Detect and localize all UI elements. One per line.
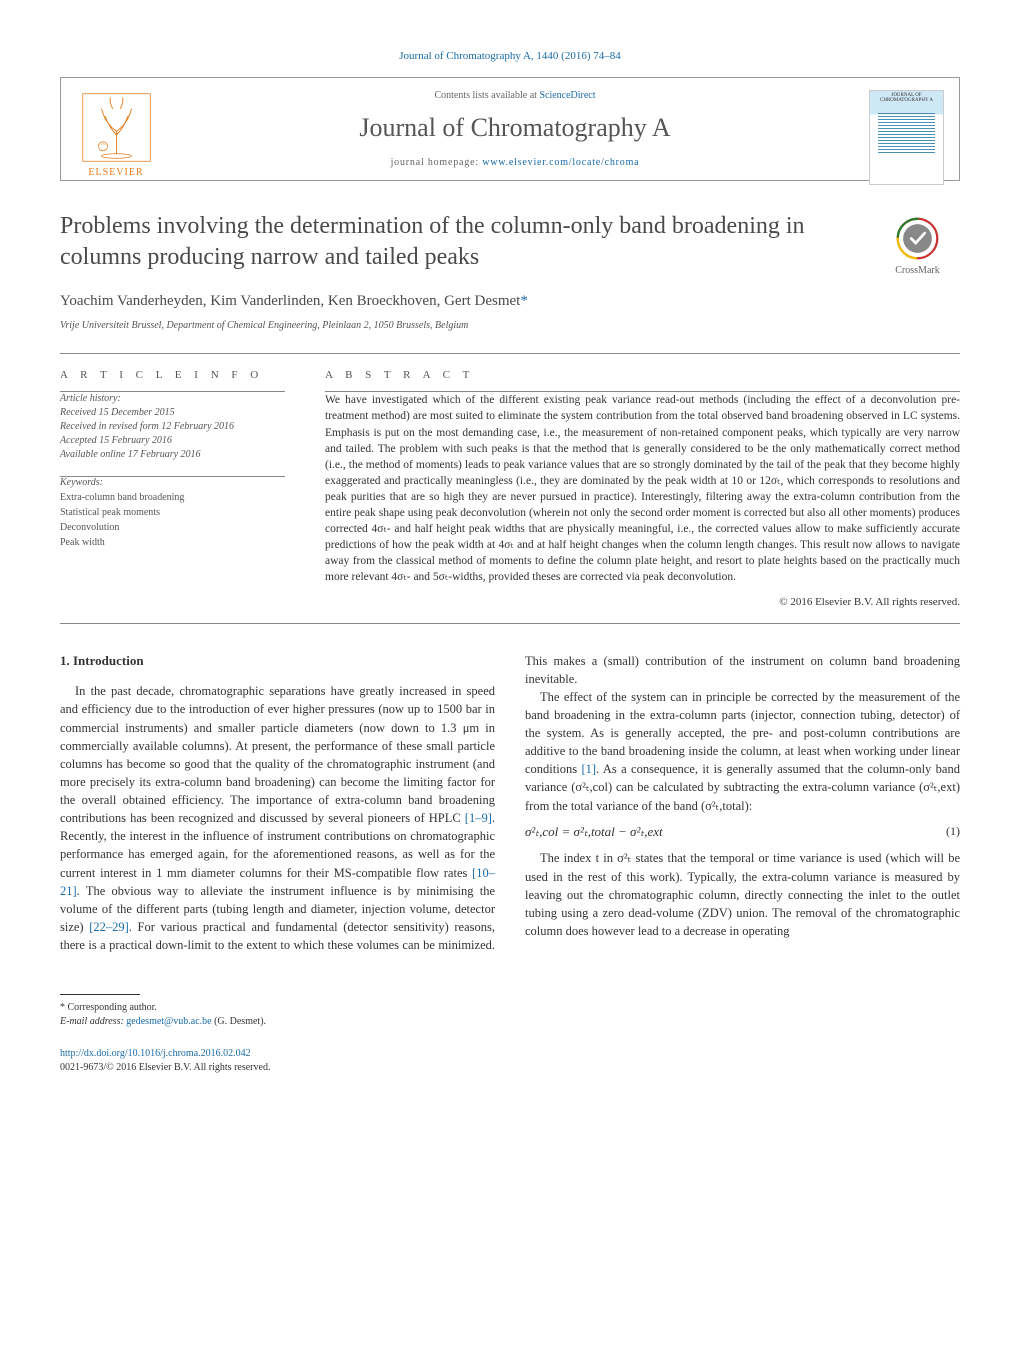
journal-reference: Journal of Chromatography A, 1440 (2016)… (60, 50, 960, 62)
page-container: Journal of Chromatography A, 1440 (2016)… (0, 0, 1020, 1125)
history-head: Article history: (60, 392, 285, 406)
abstract-column: a b s t r a c t We have investigated whi… (325, 369, 960, 607)
contents-prefix: Contents lists available at (434, 90, 539, 101)
article-title: Problems involving the determination of … (60, 211, 840, 273)
crossmark-icon (895, 216, 940, 261)
doi-link[interactable]: http://dx.doi.org/10.1016/j.chroma.2016.… (60, 1048, 251, 1059)
crossmark-badge[interactable]: CrossMark (875, 216, 960, 276)
keyword-item: Statistical peak moments (60, 505, 285, 520)
header-center: Contents lists available at ScienceDirec… (181, 90, 849, 168)
citation-link[interactable]: [1] (581, 762, 596, 776)
history-online: Available online 17 February 2016 (60, 448, 285, 462)
equation-1: σ²ₜ,col = σ²ₜ,total − σ²ₜ,ext (1) (525, 823, 960, 842)
rule-top (60, 353, 960, 354)
sciencedirect-link[interactable]: ScienceDirect (539, 90, 595, 101)
crossmark-label: CrossMark (875, 265, 960, 276)
email-link[interactable]: gedesmet@vub.ac.be (126, 1016, 211, 1027)
contents-line: Contents lists available at ScienceDirec… (181, 90, 849, 101)
keyword-item: Peak width (60, 535, 285, 550)
rule-bottom (60, 623, 960, 624)
body-paragraph: The effect of the system can in principl… (525, 688, 960, 815)
email-label: E-mail address: (60, 1016, 126, 1027)
keywords-label: Keywords: (60, 477, 285, 488)
affiliation: Vrije Universiteit Brussel, Department o… (60, 320, 960, 331)
journal-header-box: ELSEVIER JOURNAL OF CHROMATOGRAPHY A Con… (60, 77, 960, 181)
article-info-label: a r t i c l e i n f o (60, 369, 285, 381)
title-block: Problems involving the determination of … (60, 211, 960, 273)
email-line: E-mail address: gedesmet@vub.ac.be (G. D… (60, 1015, 960, 1029)
cover-lines (870, 113, 943, 153)
homepage-prefix: journal homepage: (391, 157, 483, 168)
body-columns: 1. Introduction In the past decade, chro… (60, 652, 960, 955)
abstract-label: a b s t r a c t (325, 369, 960, 381)
issn-copyright: 0021-9673/© 2016 Elsevier B.V. All right… (60, 1061, 960, 1075)
keywords-list: Extra-column band broadening Statistical… (60, 490, 285, 550)
equation-body: σ²ₜ,col = σ²ₜ,total − σ²ₜ,ext (525, 823, 663, 842)
doi-block: http://dx.doi.org/10.1016/j.chroma.2016.… (60, 1047, 960, 1075)
intro-heading: 1. Introduction (60, 652, 495, 671)
history-received: Received 15 December 2015 (60, 406, 285, 420)
journal-cover-thumbnail: JOURNAL OF CHROMATOGRAPHY A (869, 90, 944, 185)
body-paragraph: The index t in σ²ₜ states that the tempo… (525, 849, 960, 940)
abstract-copyright: © 2016 Elsevier B.V. All rights reserved… (325, 596, 960, 608)
citation-link[interactable]: [1–9] (465, 811, 492, 825)
footnote-block: * Corresponding author. E-mail address: … (60, 1001, 960, 1029)
authors: Yoachim Vanderheyden, Kim Vanderlinden, … (60, 293, 960, 310)
homepage-link[interactable]: www.elsevier.com/locate/chroma (482, 157, 639, 168)
elsevier-logo: ELSEVIER (76, 90, 156, 180)
citation-link[interactable]: [22–29] (89, 920, 129, 934)
corresponding-author-note: * Corresponding author. (60, 1001, 960, 1015)
equation-number: (1) (946, 823, 960, 840)
history-accepted: Accepted 15 February 2016 (60, 434, 285, 448)
article-info-column: a r t i c l e i n f o Article history: R… (60, 369, 285, 607)
keyword-item: Extra-column band broadening (60, 490, 285, 505)
cover-mini-title: JOURNAL OF CHROMATOGRAPHY A (870, 91, 943, 103)
elsevier-label: ELSEVIER (88, 167, 143, 178)
corresponding-star: * (520, 293, 528, 309)
elsevier-tree-icon (79, 90, 154, 165)
keyword-item: Deconvolution (60, 520, 285, 535)
homepage-line: journal homepage: www.elsevier.com/locat… (181, 157, 849, 168)
article-history: Article history: Received 15 December 20… (60, 392, 285, 462)
abstract-text: We have investigated which of the differ… (325, 392, 960, 585)
email-name: (G. Desmet). (212, 1016, 266, 1027)
meta-abstract-row: a r t i c l e i n f o Article history: R… (60, 369, 960, 607)
footnote-separator (60, 994, 140, 995)
journal-title: Journal of Chromatography A (181, 113, 849, 143)
authors-list: Yoachim Vanderheyden, Kim Vanderlinden, … (60, 293, 520, 309)
history-revised: Received in revised form 12 February 201… (60, 420, 285, 434)
